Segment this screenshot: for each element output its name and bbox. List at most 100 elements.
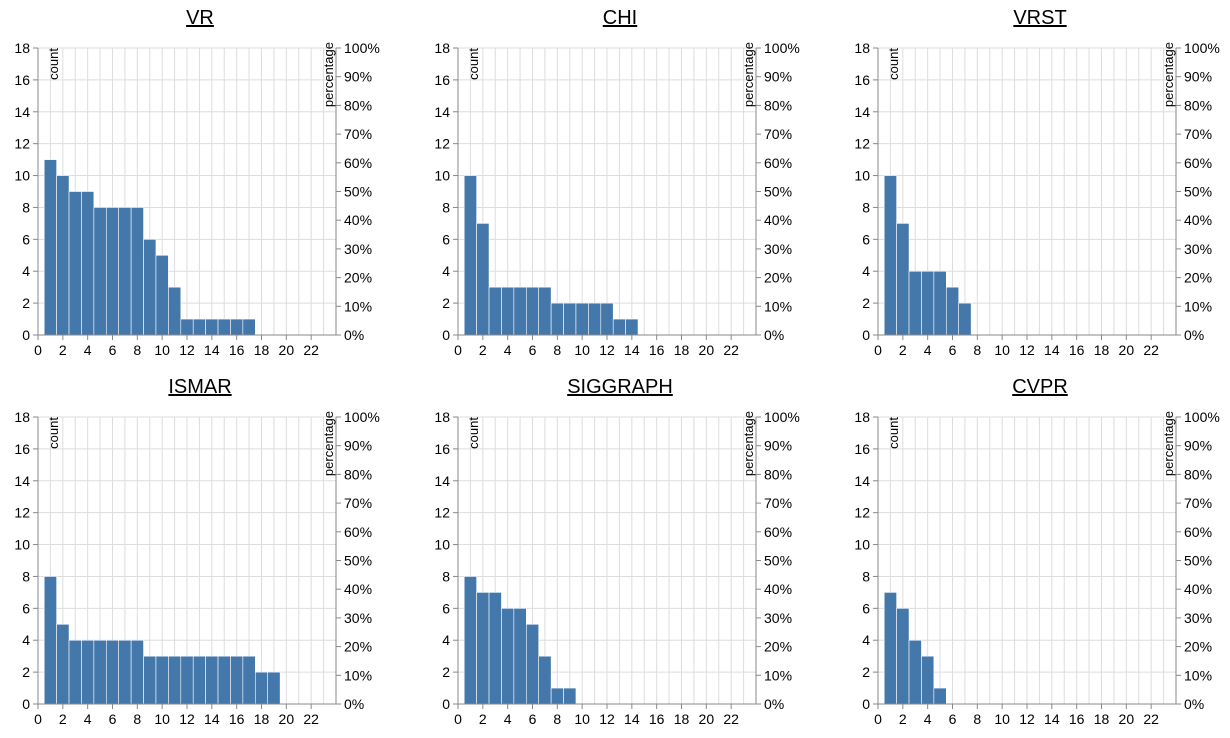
x-tick-label: 10: [574, 342, 590, 358]
x-tick-label: 0: [454, 342, 462, 358]
y-axis-title: count: [466, 417, 481, 449]
y-tick-label: 4: [442, 632, 450, 648]
y2-tick-label: 40%: [764, 212, 792, 228]
y-tick-label: 0: [862, 696, 870, 712]
bar: [68, 191, 82, 336]
y-tick-label: 0: [442, 327, 450, 343]
y2-tick-label: 20%: [764, 270, 792, 286]
y2-tick-label: 100%: [1184, 40, 1220, 56]
bar: [933, 687, 947, 705]
y-tick-label: 6: [22, 600, 30, 616]
y-tick-label: 4: [442, 263, 450, 279]
y2-tick-label: 0%: [1184, 696, 1204, 712]
bar: [883, 592, 897, 705]
y2-tick-label: 90%: [1184, 438, 1212, 454]
x-tick-label: 8: [133, 342, 141, 358]
bar: [267, 671, 281, 705]
x-tick-label: 10: [154, 711, 170, 727]
bar: [217, 655, 231, 705]
y2-tick-label: 100%: [764, 409, 800, 425]
bar: [525, 623, 540, 705]
y-tick-label: 10: [854, 537, 870, 553]
x-tick-label: 14: [624, 342, 640, 358]
bar: [180, 318, 194, 336]
x-tick-label: 12: [1019, 711, 1035, 727]
x-tick-label: 12: [599, 342, 615, 358]
y2-tick-label: 0%: [764, 327, 784, 343]
x-tick-label: 6: [529, 342, 537, 358]
x-tick-label: 8: [553, 342, 561, 358]
y2-tick-label: 10%: [1184, 298, 1212, 314]
y-tick-label: 6: [862, 600, 870, 616]
y2-tick-label: 80%: [344, 466, 372, 482]
bar: [933, 270, 947, 336]
bars-siggraph: [463, 576, 577, 705]
x-tick-label: 18: [254, 342, 270, 358]
bar: [56, 623, 70, 705]
histogram-chi: 0246810121416180%10%20%30%40%50%60%70%80…: [434, 40, 799, 358]
bar: [476, 223, 490, 336]
y2-tick-label: 70%: [1184, 495, 1212, 511]
y2-axis-title: percentage: [741, 42, 756, 107]
y-tick-label: 12: [14, 505, 30, 521]
x-tick-label: 16: [1069, 711, 1085, 727]
panel-title-chi: CHI: [602, 7, 638, 29]
chart-panel-vr: VR 0 2 4 6 8 10 12 14 16 18 0% 10% 20% 30% 40% 50% 60% 70…: [0, 0, 400, 369]
bar: [563, 687, 577, 705]
y-tick-label: 0: [22, 696, 30, 712]
y-tick-label: 4: [862, 263, 870, 279]
x-tick-label: 16: [649, 342, 665, 358]
x-tick-label: 18: [1094, 711, 1110, 727]
y-tick-label: 8: [862, 199, 870, 215]
panel-title-vrst: VRST: [1013, 7, 1067, 29]
x-tick-label: 20: [699, 342, 715, 358]
y2-tick-label: 50%: [344, 553, 372, 569]
axes-vrst: 0246810121416180%10%20%30%40%50%60%70%80…: [854, 40, 1219, 358]
x-tick-label: 22: [723, 342, 739, 358]
y-tick-label: 8: [22, 199, 30, 215]
x-tick-label: 8: [553, 711, 561, 727]
y2-tick-label: 20%: [764, 639, 792, 655]
x-tick-label: 14: [1044, 342, 1060, 358]
x-tick-label: 10: [994, 711, 1010, 727]
x-tick-label: 16: [1069, 342, 1085, 358]
y-tick-label: 8: [22, 568, 30, 584]
grid-siggraph: [457, 416, 757, 705]
panel-title-cvpr: CVPR: [1012, 376, 1068, 398]
x-tick-label: 4: [504, 342, 512, 358]
y2-tick-label: 30%: [344, 241, 372, 257]
panel-title-siggraph: SIGGRAPH: [567, 376, 673, 398]
x-tick-label: 18: [674, 711, 690, 727]
x-tick-label: 14: [624, 711, 640, 727]
y-tick-label: 14: [434, 104, 450, 120]
y2-tick-label: 80%: [1184, 466, 1212, 482]
y-tick-label: 6: [442, 600, 450, 616]
bar: [476, 592, 490, 705]
bar: [945, 286, 960, 336]
bar: [588, 302, 602, 336]
x-tick-label: 4: [504, 711, 512, 727]
x-tick-label: 16: [229, 342, 245, 358]
y2-tick-label: 40%: [344, 212, 372, 228]
bar: [192, 318, 206, 336]
y-tick-label: 2: [442, 295, 450, 311]
y2-tick-label: 80%: [764, 97, 792, 113]
x-tick-label: 8: [973, 342, 981, 358]
x-tick-label: 14: [204, 711, 220, 727]
y-tick-label: 0: [22, 327, 30, 343]
y-tick-label: 2: [442, 664, 450, 680]
y2-tick-label: 80%: [1184, 97, 1212, 113]
y-tick-label: 4: [862, 632, 870, 648]
x-tick-label: 4: [924, 342, 932, 358]
y2-tick-label: 60%: [344, 155, 372, 171]
y-tick-label: 14: [14, 104, 30, 120]
y-axis-title: count: [46, 48, 61, 80]
bar: [908, 270, 922, 336]
y2-tick-label: 0%: [1184, 327, 1204, 343]
y2-tick-label: 60%: [764, 524, 792, 540]
y2-tick-label: 50%: [344, 184, 372, 200]
histogram-ismar: 0246810121416180%10%20%30%40%50%60%70%80…: [14, 409, 379, 727]
y-tick-label: 18: [854, 409, 870, 425]
y2-tick-label: 0%: [344, 327, 364, 343]
x-tick-label: 20: [699, 711, 715, 727]
